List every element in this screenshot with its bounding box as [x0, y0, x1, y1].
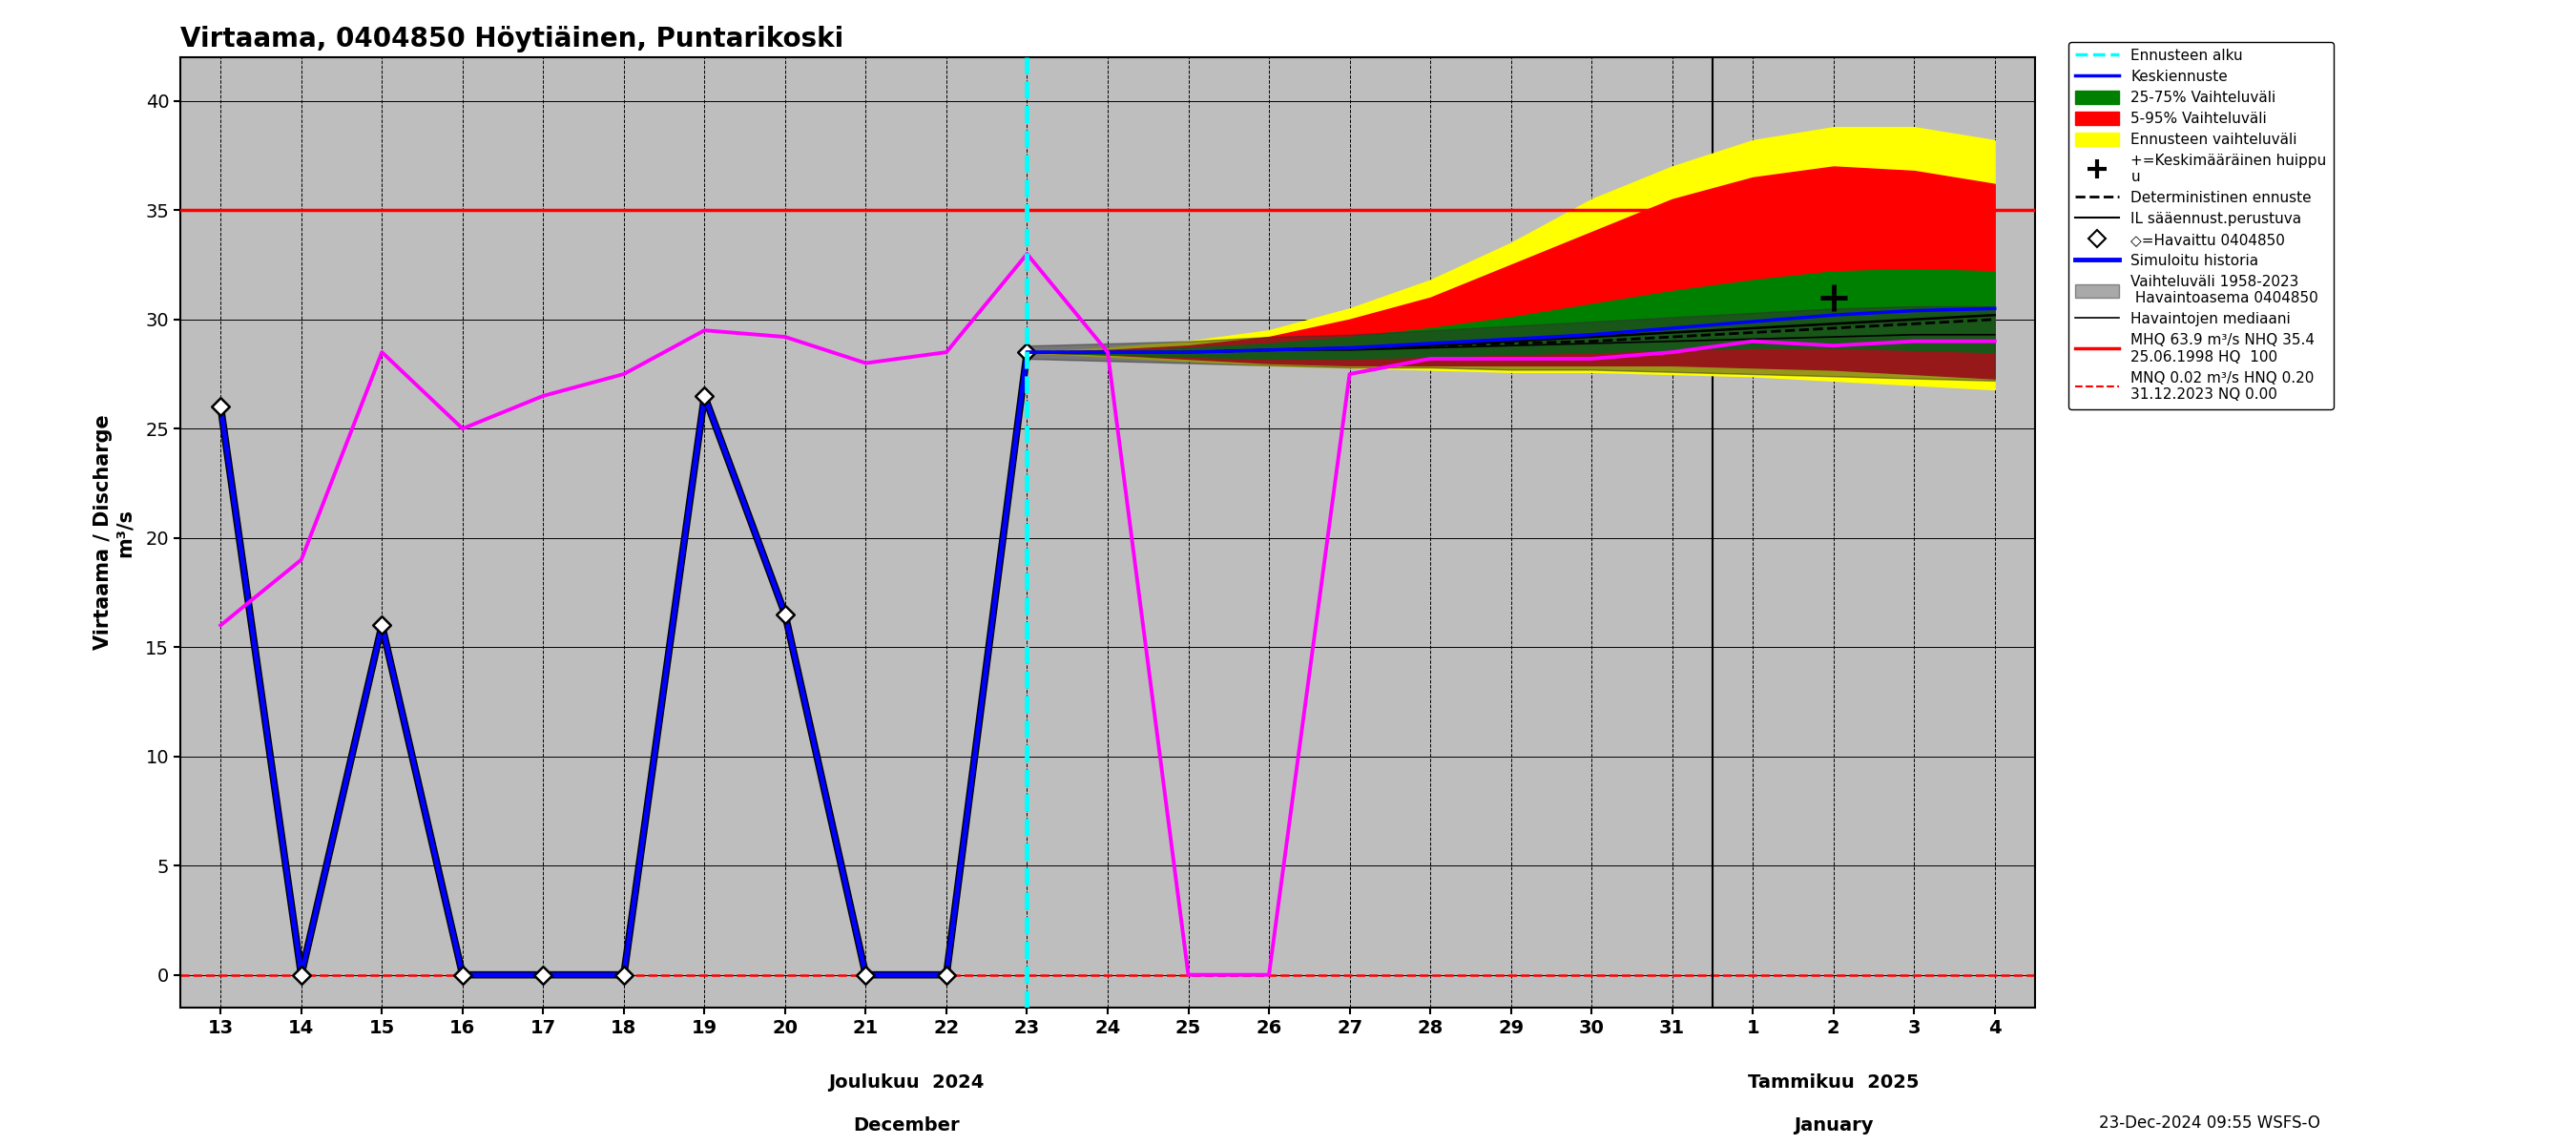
- Point: [765, 606, 806, 624]
- Point: [1007, 344, 1048, 362]
- Text: Joulukuu  2024: Joulukuu 2024: [827, 1073, 984, 1091]
- Text: Tammikuu  2025: Tammikuu 2025: [1747, 1073, 1919, 1091]
- Point: [281, 965, 322, 984]
- Text: 23-Dec-2024 09:55 WSFS-O: 23-Dec-2024 09:55 WSFS-O: [2099, 1114, 2321, 1131]
- Point: [683, 387, 724, 405]
- Text: December: December: [853, 1116, 958, 1135]
- Text: Virtaama, 0404850 Höytiäinen, Puntarikoski: Virtaama, 0404850 Höytiäinen, Puntarikos…: [180, 25, 842, 53]
- Point: [201, 397, 242, 416]
- Y-axis label: Virtaama / Discharge
m³/s: Virtaama / Discharge m³/s: [93, 414, 134, 650]
- Point: [845, 965, 886, 984]
- Point: [925, 965, 966, 984]
- Point: [603, 965, 644, 984]
- Point: [443, 965, 484, 984]
- Point: [523, 965, 564, 984]
- Legend: Ennusteen alku, Keskiennuste, 25-75% Vaihteluväli, 5-95% Vaihteluväli, Ennusteen: Ennusteen alku, Keskiennuste, 25-75% Vai…: [2069, 41, 2334, 409]
- Point: [361, 616, 402, 634]
- Text: January: January: [1793, 1116, 1873, 1135]
